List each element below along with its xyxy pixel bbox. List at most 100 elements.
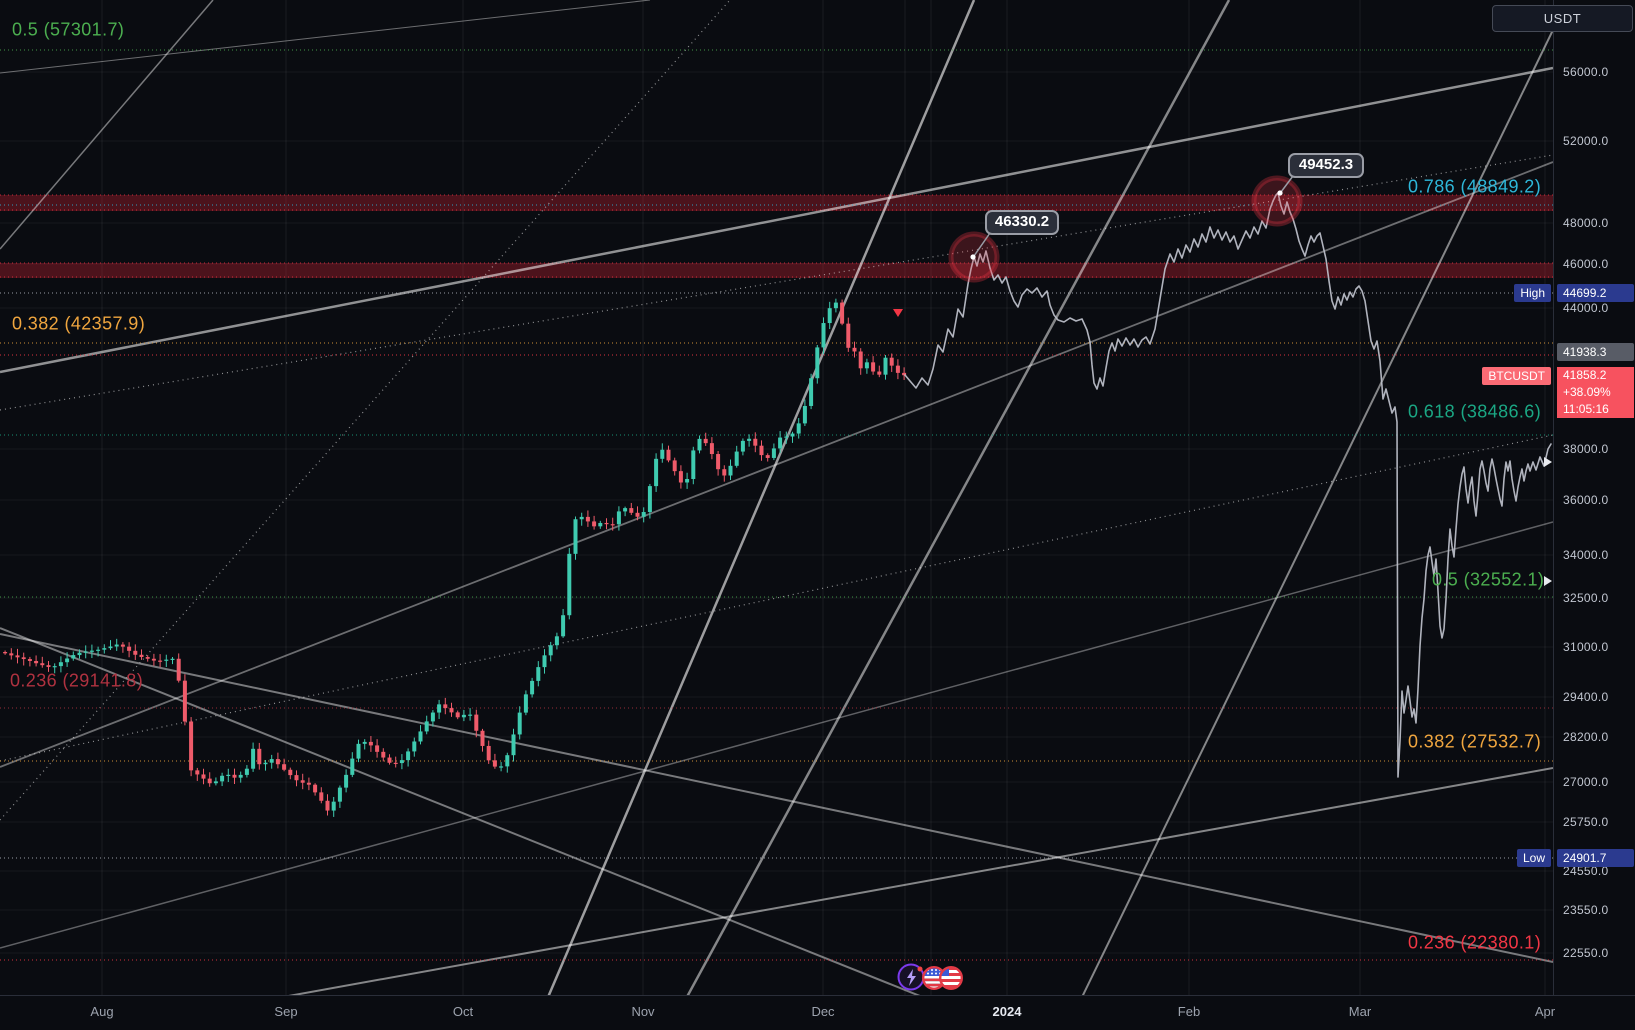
candle[interactable] bbox=[77, 652, 82, 656]
candle[interactable] bbox=[647, 486, 652, 513]
candle[interactable] bbox=[269, 759, 274, 763]
candle[interactable] bbox=[120, 644, 125, 647]
candle[interactable] bbox=[871, 362, 876, 372]
candle[interactable] bbox=[189, 721, 194, 771]
candle[interactable] bbox=[461, 714, 466, 718]
candle[interactable] bbox=[685, 479, 690, 483]
candle[interactable] bbox=[592, 521, 597, 527]
candle[interactable] bbox=[561, 615, 566, 637]
candle[interactable] bbox=[170, 658, 175, 660]
candle[interactable] bbox=[356, 743, 361, 759]
candle[interactable] bbox=[864, 362, 869, 369]
trend-line[interactable] bbox=[0, 66, 1553, 374]
trend-line[interactable] bbox=[0, 633, 1553, 963]
candle[interactable] bbox=[114, 644, 119, 647]
candle[interactable] bbox=[145, 657, 150, 659]
trend-line[interactable] bbox=[669, 0, 1231, 995]
price-callout-49452[interactable]: 49452.3 bbox=[1288, 153, 1364, 178]
candle[interactable] bbox=[654, 458, 659, 487]
candle[interactable] bbox=[244, 768, 249, 775]
fib-level-label[interactable]: 0.618 (38486.6) bbox=[1408, 401, 1542, 422]
candle[interactable] bbox=[325, 800, 330, 811]
candle[interactable] bbox=[499, 766, 504, 768]
candle[interactable] bbox=[102, 648, 107, 650]
axis-arrow-icon[interactable] bbox=[1544, 576, 1552, 586]
candle[interactable] bbox=[889, 357, 894, 366]
candle[interactable] bbox=[418, 731, 423, 742]
trend-line[interactable] bbox=[534, 0, 976, 995]
fib-level-label[interactable]: 0.5 (57301.7) bbox=[12, 19, 125, 40]
candle[interactable] bbox=[474, 714, 479, 731]
candle[interactable] bbox=[238, 774, 243, 778]
candle[interactable] bbox=[703, 438, 708, 444]
candle[interactable] bbox=[108, 646, 113, 649]
candle[interactable] bbox=[821, 323, 826, 348]
trend-line[interactable] bbox=[0, 0, 214, 250]
candle[interactable] bbox=[15, 655, 20, 658]
candle[interactable] bbox=[282, 764, 287, 770]
time-axis[interactable]: Aug Sep Oct Nov Dec 2024 Feb Mar Apr bbox=[0, 995, 1635, 1030]
candle[interactable] bbox=[89, 650, 94, 652]
quote-currency-button[interactable]: USDT bbox=[1492, 5, 1633, 32]
fib-level-label[interactable]: 0.382 (42357.9) bbox=[12, 313, 146, 334]
candle[interactable] bbox=[765, 455, 770, 458]
candle[interactable] bbox=[635, 512, 640, 517]
candle[interactable] bbox=[375, 745, 380, 752]
candle[interactable] bbox=[523, 694, 528, 713]
candle[interactable] bbox=[313, 784, 318, 793]
candle[interactable] bbox=[213, 781, 218, 784]
candle[interactable] bbox=[573, 519, 578, 554]
candle[interactable] bbox=[511, 734, 516, 756]
trend-line[interactable] bbox=[100, 767, 1553, 995]
candle[interactable] bbox=[350, 758, 355, 775]
candle[interactable] bbox=[399, 760, 404, 764]
candle[interactable] bbox=[430, 712, 435, 722]
candle[interactable] bbox=[579, 516, 584, 520]
candle[interactable] bbox=[139, 654, 144, 658]
candle[interactable] bbox=[133, 650, 138, 655]
candle[interactable] bbox=[542, 655, 547, 668]
candle[interactable] bbox=[815, 347, 820, 379]
candle[interactable] bbox=[505, 755, 510, 767]
candle[interactable] bbox=[257, 748, 262, 765]
economic-event-icons[interactable] bbox=[897, 962, 967, 999]
candle[interactable] bbox=[319, 792, 324, 801]
candle[interactable] bbox=[151, 658, 156, 661]
candle[interactable] bbox=[437, 704, 442, 713]
candle[interactable] bbox=[21, 657, 26, 660]
candle[interactable] bbox=[251, 748, 256, 769]
candle[interactable] bbox=[616, 511, 621, 525]
candle[interactable] bbox=[362, 741, 367, 744]
resistance-band[interactable] bbox=[0, 263, 1553, 278]
candle[interactable] bbox=[201, 774, 206, 779]
highlight-circle[interactable] bbox=[1251, 175, 1303, 227]
candle[interactable] bbox=[858, 351, 863, 369]
candle[interactable] bbox=[709, 443, 714, 455]
candle[interactable] bbox=[406, 751, 411, 761]
candle[interactable] bbox=[263, 762, 268, 765]
candle[interactable] bbox=[158, 660, 163, 662]
candle[interactable] bbox=[895, 365, 900, 373]
candle[interactable] bbox=[52, 666, 57, 668]
candle[interactable] bbox=[344, 774, 349, 788]
candle[interactable] bbox=[412, 741, 417, 752]
candle[interactable] bbox=[771, 448, 776, 458]
candle[interactable] bbox=[381, 751, 386, 758]
fib-level-label[interactable]: 0.236 (29141.8) bbox=[10, 670, 144, 691]
candle[interactable] bbox=[567, 553, 572, 616]
candle[interactable] bbox=[554, 636, 559, 646]
candle[interactable] bbox=[641, 512, 646, 517]
candle[interactable] bbox=[443, 704, 448, 709]
fib-level-label[interactable]: 0.236 (22380.1) bbox=[1408, 932, 1542, 953]
candle[interactable] bbox=[58, 662, 63, 667]
candle[interactable] bbox=[46, 665, 51, 667]
resistance-band[interactable] bbox=[0, 195, 1553, 211]
candle[interactable] bbox=[96, 649, 101, 651]
candle[interactable] bbox=[778, 437, 783, 449]
candle[interactable] bbox=[697, 438, 702, 451]
candle[interactable] bbox=[840, 302, 845, 324]
candle[interactable] bbox=[691, 450, 696, 480]
candle[interactable] bbox=[65, 658, 70, 663]
candle[interactable] bbox=[424, 721, 429, 732]
trend-line[interactable] bbox=[0, 627, 1005, 995]
